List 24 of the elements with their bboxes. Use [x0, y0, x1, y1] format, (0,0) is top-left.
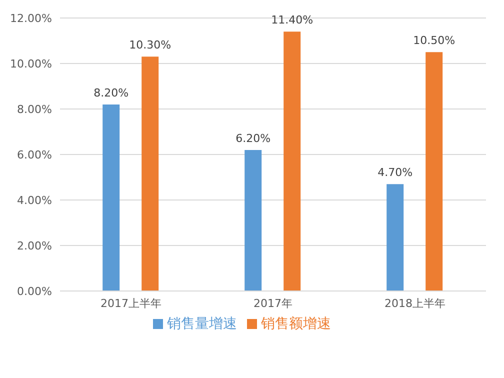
- data-label: 8.20%: [94, 86, 129, 100]
- y-tick-label: 12.00%: [10, 12, 52, 25]
- bar: [386, 184, 404, 291]
- data-label: 11.40%: [271, 14, 314, 27]
- x-tick-label: 2017上半年: [100, 296, 162, 310]
- y-tick-label: 2.00%: [17, 239, 52, 252]
- bar: [102, 104, 120, 291]
- legend-label: 销售额增速: [261, 316, 331, 332]
- bar: [284, 32, 301, 291]
- data-label: 10.50%: [413, 34, 456, 48]
- x-tick-label: 2018上半年: [384, 296, 446, 310]
- y-tick-label: 0.00%: [17, 284, 52, 298]
- y-tick-label: 8.00%: [17, 102, 52, 116]
- bar: [244, 150, 262, 291]
- y-tick-label: 4.00%: [17, 194, 52, 207]
- y-tick-label: 6.00%: [17, 148, 52, 162]
- y-tick-label: 10.00%: [10, 57, 52, 70]
- bar: [426, 52, 443, 291]
- legend-label: 销售量增速: [167, 316, 237, 332]
- data-label: 10.30%: [129, 38, 172, 52]
- data-label: 6.20%: [236, 132, 271, 145]
- data-label: 4.70%: [378, 166, 413, 180]
- x-tick-label: 2017年: [254, 296, 292, 310]
- bar: [142, 56, 159, 291]
